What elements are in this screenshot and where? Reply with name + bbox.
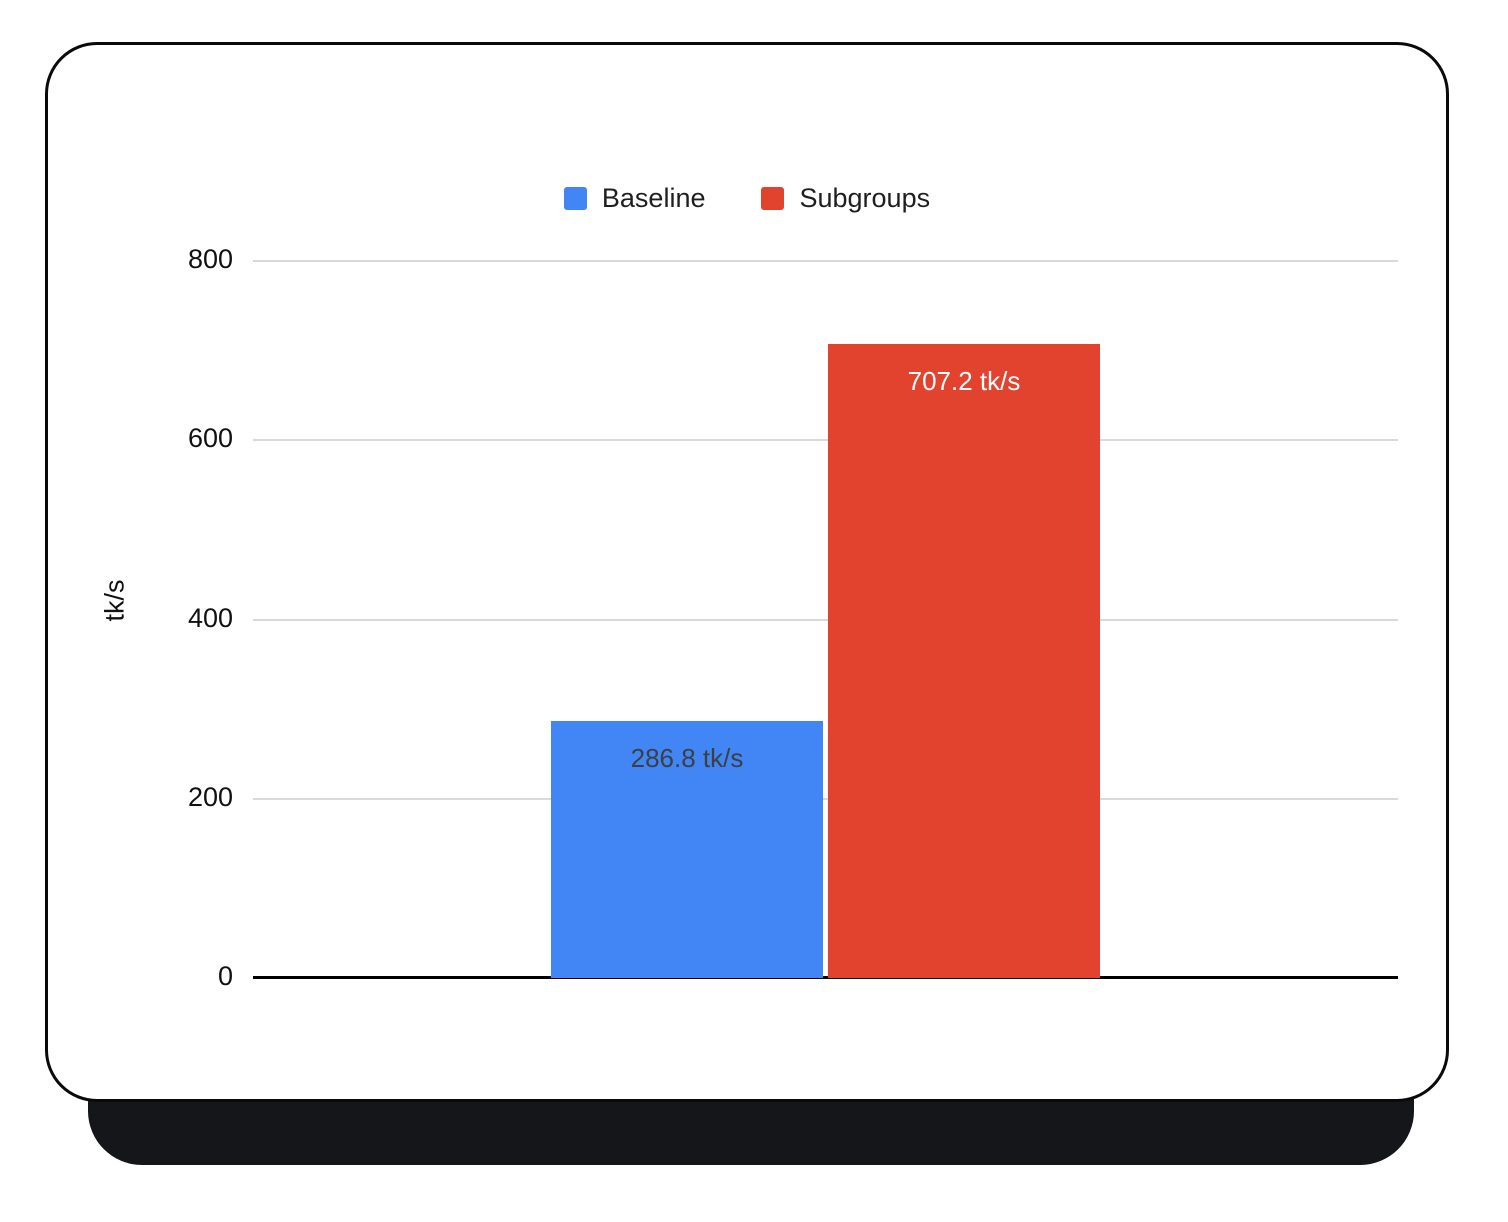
y-tick-label-600: 600 <box>187 423 233 454</box>
bar-subgroups: 707.2 tk/s <box>828 344 1100 978</box>
legend-label-subgroups: Subgroups <box>799 183 931 213</box>
legend-swatch-baseline-icon <box>563 187 587 210</box>
legend-item-subgroups: Subgroups <box>761 183 930 214</box>
bar-baseline: 286.8 tk/s <box>551 720 823 978</box>
y-tick-label-0: 0 <box>217 961 233 991</box>
legend-label-baseline: Baseline <box>601 183 706 213</box>
gridline-400 <box>253 618 1398 621</box>
y-tick-label-400: 400 <box>187 602 233 633</box>
y-tick-label-200: 200 <box>187 781 233 812</box>
chart-card: Baseline Subgroups tk/s 0 200 400 600 800 286… <box>45 42 1449 1102</box>
x-axis-line <box>253 976 1398 979</box>
legend-swatch-subgroups-icon <box>761 187 785 210</box>
chart-legend: Baseline Subgroups <box>48 183 1446 214</box>
bar-data-label-subgroups: 707.2 tk/s <box>907 366 1021 397</box>
gridline-200 <box>253 797 1398 800</box>
y-tick-label-800: 800 <box>187 244 233 274</box>
bar-data-label-baseline: 286.8 tk/s <box>630 742 744 773</box>
plot-area: 0 200 400 600 800 286.8 tk/s 707.2 tk/s <box>188 244 1398 991</box>
gridline-600 <box>253 439 1398 442</box>
legend-item-baseline: Baseline <box>563 183 706 214</box>
gridline-800 <box>253 260 1398 262</box>
